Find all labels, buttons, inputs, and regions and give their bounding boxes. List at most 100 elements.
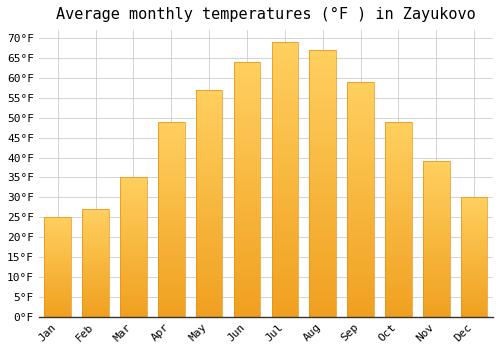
- Bar: [120, 225, 146, 228]
- Bar: [423, 199, 450, 202]
- Bar: [44, 313, 71, 315]
- Bar: [385, 246, 411, 251]
- Bar: [158, 246, 184, 251]
- Bar: [82, 220, 109, 222]
- Bar: [461, 236, 487, 238]
- Bar: [120, 250, 146, 253]
- Bar: [120, 180, 146, 183]
- Bar: [196, 117, 222, 121]
- Bar: [120, 194, 146, 197]
- Bar: [423, 214, 450, 217]
- Bar: [385, 305, 411, 309]
- Bar: [44, 297, 71, 299]
- Bar: [385, 126, 411, 130]
- Bar: [234, 271, 260, 276]
- Bar: [196, 208, 222, 212]
- Bar: [234, 88, 260, 92]
- Bar: [120, 205, 146, 208]
- Bar: [423, 261, 450, 264]
- Bar: [310, 167, 336, 173]
- Bar: [44, 249, 71, 251]
- Bar: [120, 211, 146, 214]
- Bar: [234, 62, 260, 67]
- Bar: [385, 254, 411, 258]
- Bar: [44, 229, 71, 231]
- Bar: [272, 135, 298, 141]
- Bar: [120, 300, 146, 303]
- Bar: [234, 103, 260, 108]
- Bar: [82, 241, 109, 244]
- Bar: [120, 177, 146, 180]
- Bar: [196, 280, 222, 285]
- Bar: [158, 215, 184, 219]
- Bar: [158, 188, 184, 192]
- Bar: [120, 241, 146, 244]
- Bar: [272, 234, 298, 240]
- Bar: [158, 184, 184, 188]
- Bar: [423, 208, 450, 211]
- Bar: [272, 196, 298, 201]
- Bar: [348, 91, 374, 96]
- Bar: [158, 305, 184, 309]
- Bar: [310, 103, 336, 109]
- Bar: [423, 270, 450, 273]
- Bar: [120, 203, 146, 205]
- Bar: [44, 247, 71, 249]
- Bar: [196, 94, 222, 99]
- Bar: [461, 238, 487, 240]
- Bar: [461, 226, 487, 229]
- Bar: [272, 168, 298, 174]
- Bar: [348, 105, 374, 110]
- Bar: [272, 119, 298, 125]
- Bar: [461, 284, 487, 286]
- Bar: [385, 168, 411, 173]
- Bar: [158, 168, 184, 173]
- Bar: [423, 161, 450, 317]
- Bar: [461, 257, 487, 259]
- Bar: [196, 294, 222, 299]
- Bar: [423, 298, 450, 301]
- Bar: [461, 197, 487, 200]
- Bar: [44, 225, 71, 227]
- Bar: [82, 295, 109, 298]
- Bar: [272, 295, 298, 300]
- Bar: [234, 291, 260, 296]
- Bar: [423, 205, 450, 208]
- Bar: [310, 152, 336, 157]
- Bar: [385, 122, 411, 126]
- Bar: [120, 214, 146, 216]
- Bar: [120, 186, 146, 189]
- Bar: [120, 256, 146, 258]
- Bar: [348, 293, 374, 298]
- Bar: [44, 253, 71, 255]
- Bar: [310, 93, 336, 98]
- Bar: [423, 183, 450, 186]
- Bar: [120, 216, 146, 219]
- Bar: [44, 217, 71, 219]
- Bar: [234, 123, 260, 128]
- Bar: [82, 267, 109, 270]
- Bar: [234, 225, 260, 230]
- Bar: [158, 153, 184, 157]
- Bar: [158, 254, 184, 258]
- Bar: [234, 98, 260, 103]
- Bar: [234, 154, 260, 159]
- Bar: [385, 211, 411, 215]
- Bar: [348, 237, 374, 241]
- Bar: [44, 281, 71, 283]
- Bar: [196, 104, 222, 108]
- Bar: [310, 247, 336, 253]
- Bar: [158, 301, 184, 305]
- Bar: [196, 253, 222, 258]
- Bar: [196, 235, 222, 240]
- Bar: [423, 292, 450, 295]
- Bar: [196, 289, 222, 294]
- Bar: [196, 299, 222, 303]
- Bar: [158, 141, 184, 145]
- Bar: [310, 199, 336, 205]
- Bar: [272, 289, 298, 295]
- Bar: [158, 204, 184, 208]
- Bar: [44, 227, 71, 229]
- Bar: [44, 311, 71, 313]
- Bar: [158, 286, 184, 289]
